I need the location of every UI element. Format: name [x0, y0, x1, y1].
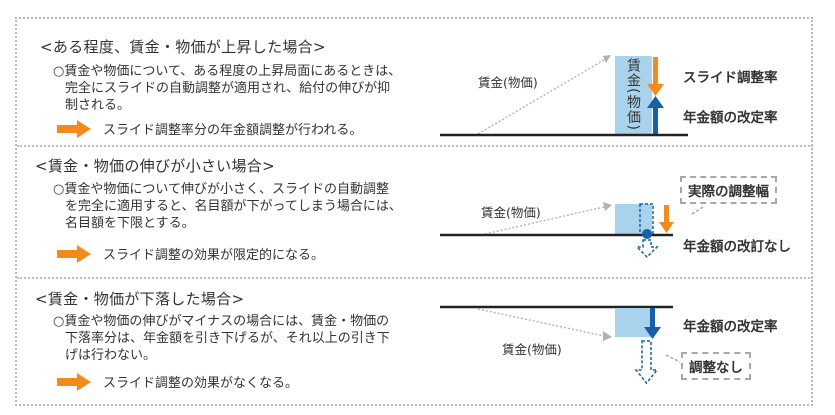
outer-dotted-frame: [15, 17, 813, 406]
dashed-hollow-down-arrow-icon: [634, 340, 659, 385]
slide-adjustment-rate-label: スライド調整率: [683, 70, 778, 86]
result-row: スライド調整率分の年金額調整が行われる。: [57, 119, 362, 138]
section-description: ○賃金や物価について伸びが小さく、スライドの自動調整 を完全に適用すると、名目額…: [53, 181, 402, 232]
result-row: スライド調整の効果がなくなる。: [57, 372, 298, 391]
section-description: ○賃金や物価の伸びがマイナスの場合には、賃金・物価の 下落率分は、年金額を引き下…: [53, 313, 390, 364]
description-line: 完全にスライドの自動調整が適用され、給付の伸びが抑: [65, 81, 391, 96]
section-divider-2: [17, 277, 813, 279]
orange-down-arrow-icon: [659, 222, 674, 233]
dashed-hollow-down-arrow-icon: [635, 239, 659, 259]
result-text: スライド調整率分の年金額調整が行われる。: [103, 123, 363, 138]
slope-arrowhead-icon: [603, 55, 611, 63]
description-line: 名目額を下限とする。: [65, 216, 195, 231]
result-text: スライド調整の効果がなくなる。: [103, 376, 299, 391]
slope-arrowhead-icon: [603, 202, 612, 211]
blue-dot-icon: [642, 229, 652, 239]
section-heading: <賃金・物価が下落した場合>: [35, 290, 245, 308]
description-line: げは行わない。: [65, 348, 157, 363]
section-heading: <賃金・物価の伸びが小さい場合>: [35, 157, 275, 175]
blue-down-arrow-icon: [644, 327, 661, 339]
section-moderate-rise: <ある程度、賃金・物価が上昇した場合> ○賃金や物価について、ある程度の上昇局面…: [0, 0, 835, 146]
slope-arrowhead-icon: [603, 331, 612, 341]
description-line: 制される。: [65, 98, 131, 113]
result-row: スライド調整の効果が限定的になる。: [57, 244, 324, 263]
result-text: スライド調整の効果が限定的になる。: [103, 248, 325, 263]
description-line: ○賃金や物価について伸びが小さく、スライドの自動調整: [53, 182, 389, 197]
description-line: を完全に適用すると、名目額が下がってしまう場合には、: [65, 199, 402, 214]
pension-revision-rate-label: 年金額の改定率: [683, 319, 778, 335]
section-description: ○賃金や物価について、ある程度の上昇局面にあるときは、 完全にスライドの自動調整…: [53, 63, 401, 114]
wage-price-label: 賃金(物価): [478, 75, 538, 90]
description-line: ○賃金や物価の伸びがマイナスの場合には、賃金・物価の: [53, 314, 390, 329]
actual-adjustment-callout: 実際の調整幅: [680, 176, 777, 204]
orange-right-arrow-icon: [57, 372, 91, 391]
pension-revision-rate-label: 年金額の改定率: [683, 110, 778, 126]
no-adjustment-callout: 調整なし: [681, 352, 751, 380]
blue-up-arrow-icon: [647, 96, 664, 108]
no-pension-revision-label: 年金額の改訂なし: [683, 239, 791, 255]
diagram-small-growth: [440, 202, 704, 259]
section-heading: <ある程度、賃金・物価が上昇した場合>: [40, 38, 326, 56]
orange-right-arrow-icon: [57, 119, 91, 138]
diagram-moderate-rise: [440, 55, 688, 137]
wage-price-label: 賃金(物価): [502, 342, 562, 357]
description-line: ○賃金や物価について、ある程度の上昇局面にあるときは、: [53, 64, 402, 79]
section-small-growth: <賃金・物価の伸びが小さい場合> ○賃金や物価について伸びが小さく、スライドの自…: [35, 157, 791, 263]
bar-vertical-label: 賃金(物価): [625, 58, 641, 131]
orange-right-arrow-icon: [57, 244, 91, 263]
section-divider-1: [17, 145, 813, 147]
wage-price-label: 賃金(物価): [481, 205, 541, 220]
orange-down-arrow-icon: [647, 84, 664, 96]
description-line: 下落率分は、年金額を引き下げるが、それ以上の引き下: [65, 331, 390, 346]
